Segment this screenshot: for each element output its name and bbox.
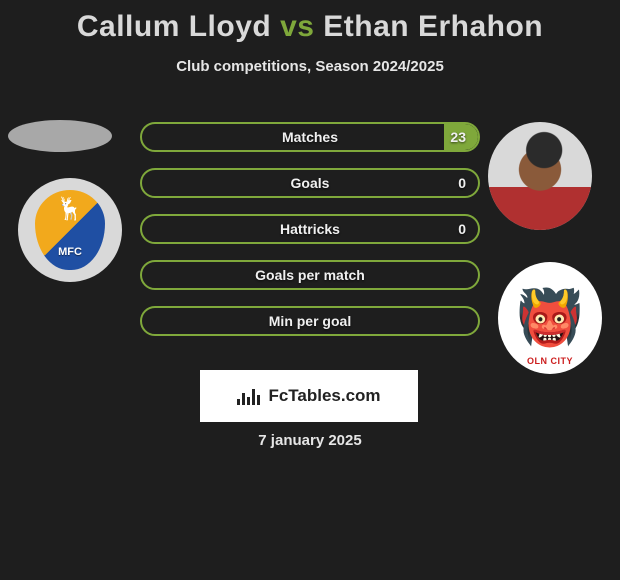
stat-value-right: 23 (450, 124, 466, 150)
bar-icon-1 (237, 399, 240, 405)
stat-row-matches: Matches 23 (140, 122, 480, 152)
player2-name: Ethan Erhahon (323, 10, 543, 43)
stat-value-right: 0 (458, 216, 466, 242)
player1-avatar-placeholder (8, 120, 112, 152)
bar-icon-2 (242, 393, 245, 405)
stat-row-hattricks: Hattricks 0 (140, 214, 480, 244)
branding-label: FcTables.com (268, 386, 380, 406)
mansfield-crest-icon (35, 190, 105, 270)
stat-value-right: 0 (458, 170, 466, 196)
stat-row-goals: Goals 0 (140, 168, 480, 198)
player2-club-badge: 👹 OLN CITY (498, 262, 602, 374)
stat-label: Goals (142, 170, 478, 196)
bars-icon (237, 387, 260, 405)
stat-label: Hattricks (142, 216, 478, 242)
stat-label: Min per goal (142, 308, 478, 334)
stat-label: Matches (142, 124, 478, 150)
vs-text: vs (280, 10, 314, 43)
player1-name: Callum Lloyd (77, 10, 271, 43)
bar-icon-3 (247, 397, 250, 405)
bar-icon-5 (257, 395, 260, 405)
stats-container: Matches 23 Goals 0 Hattricks 0 Goals per… (140, 122, 480, 352)
comparison-title: Callum Lloyd vs Ethan Erhahon (0, 0, 620, 44)
stat-label: Goals per match (142, 262, 478, 288)
comparison-date: 7 january 2025 (0, 432, 620, 449)
player2-avatar (488, 122, 592, 230)
player2-face-icon (488, 122, 592, 230)
bar-icon-4 (252, 389, 255, 405)
stat-row-min-per-goal: Min per goal (140, 306, 480, 336)
subtitle: Club competitions, Season 2024/2025 (0, 58, 620, 75)
lincoln-imp-icon: 👹 (516, 291, 583, 345)
fctables-branding: FcTables.com (200, 370, 418, 422)
player1-club-badge (18, 178, 122, 282)
stat-row-goals-per-match: Goals per match (140, 260, 480, 290)
lincoln-badge-text: OLN CITY (527, 356, 573, 366)
